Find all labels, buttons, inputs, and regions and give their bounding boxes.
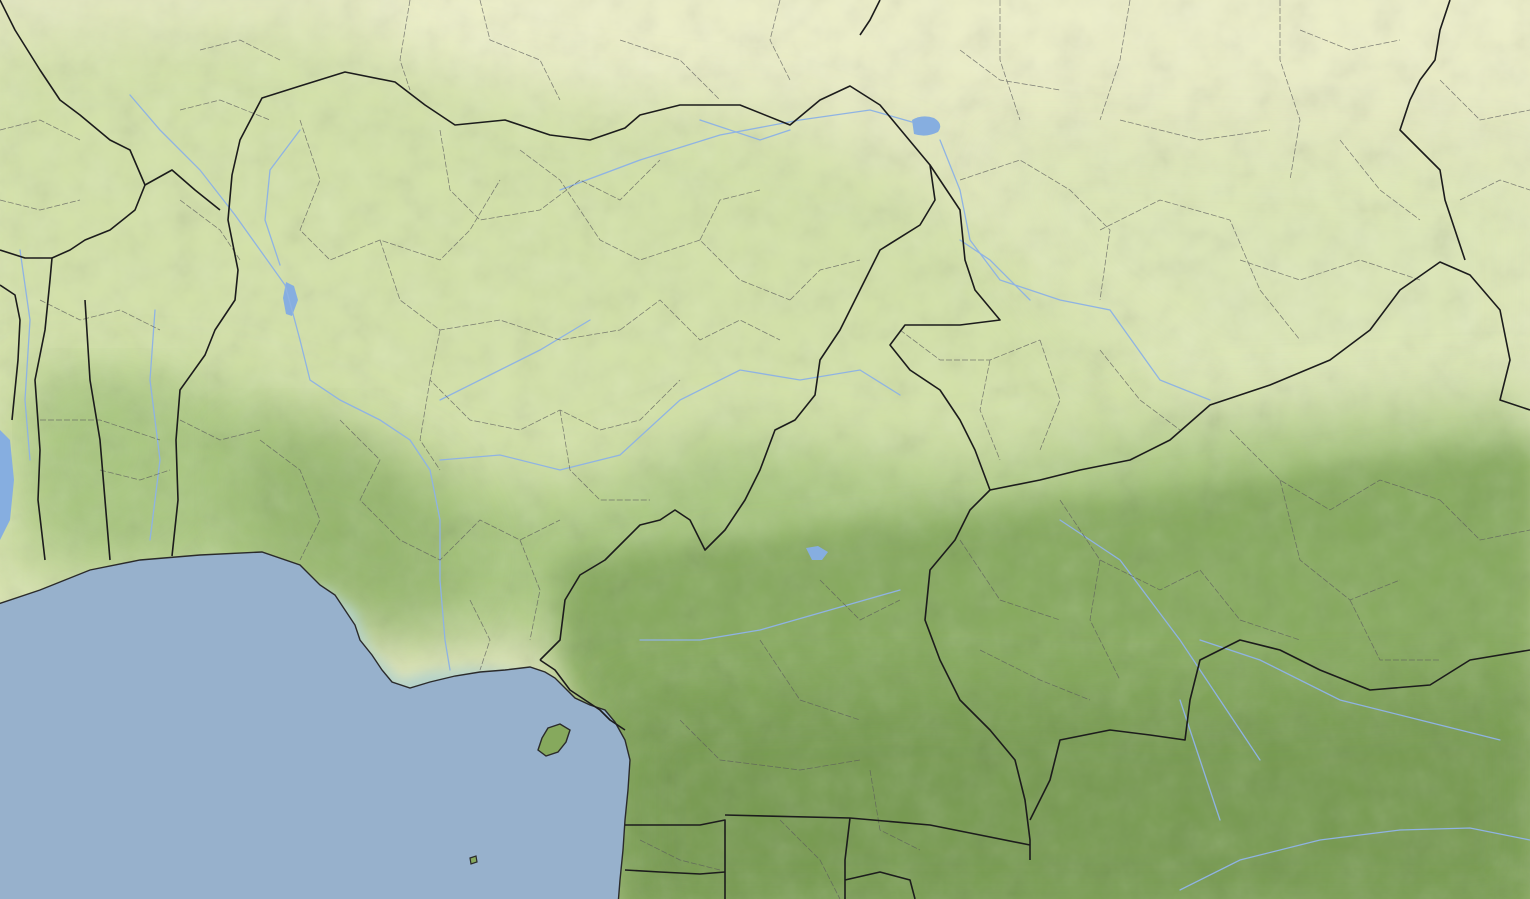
admin-border-41	[759, 639, 861, 721]
river-north-1	[699, 119, 791, 141]
admin-border-21	[1119, 119, 1271, 141]
admin-border-43	[869, 769, 921, 851]
chad-car-border	[989, 261, 1530, 491]
admin-border-6	[619, 299, 781, 341]
admin-border-46	[39, 299, 161, 331]
lake-chad	[912, 116, 941, 136]
admin-border-35	[1089, 559, 1121, 681]
admin-border-47	[40, 419, 161, 441]
ouemé-river	[149, 309, 161, 541]
admin-border-56	[769, 0, 791, 81]
admin-border-5	[429, 329, 681, 431]
gabon-eq-guinea-border	[625, 814, 1031, 899]
admin-border-20	[1099, 199, 1301, 341]
admin-border-52	[199, 39, 281, 61]
ocean	[0, 551, 631, 899]
gulf-of-guinea	[0, 551, 631, 899]
chari-river	[939, 139, 1211, 401]
admin-border-29	[1439, 79, 1530, 121]
admin-border-25	[959, 49, 1061, 91]
congo-tributary	[1179, 827, 1530, 891]
admin-border-48	[0, 199, 81, 211]
admin-border-55	[619, 39, 721, 101]
admin-border-58	[179, 419, 261, 441]
togo-ghana-border	[0, 249, 52, 421]
admin-border-44	[779, 819, 841, 899]
east-river-2	[1199, 639, 1501, 741]
niger-south-border	[0, 0, 221, 211]
admin-border-42	[679, 719, 861, 771]
rivers	[19, 94, 1530, 891]
admin-border-11	[519, 539, 541, 641]
admin-border-34	[1059, 499, 1201, 591]
admin-border-22	[1279, 0, 1301, 181]
niger-river	[129, 94, 451, 671]
small-island	[469, 855, 478, 865]
admin-border-27	[1339, 139, 1421, 221]
admin-border-49	[0, 119, 81, 141]
admin-border-57	[99, 469, 171, 481]
cameroon-car-border	[924, 489, 1031, 860]
admin-border-23	[1099, 0, 1131, 121]
benin-togo-border	[84, 299, 111, 561]
admin-border-40	[819, 579, 901, 621]
admin-border-24	[999, 0, 1021, 121]
admin-border-28	[1459, 179, 1530, 201]
admin-border-2	[439, 129, 661, 221]
admin-border-4	[379, 239, 621, 341]
admin-border-45	[639, 839, 721, 871]
admin-border-31	[1229, 429, 1441, 511]
admin-border-38	[959, 539, 1061, 621]
admin-border-18	[1099, 349, 1181, 431]
lakes	[0, 116, 941, 560]
kaduna-river	[439, 319, 591, 401]
benin-nigeria-inner	[51, 184, 146, 259]
sanaga-river	[639, 589, 901, 641]
admin-border-16	[979, 359, 1001, 461]
chad-cameroon-border	[889, 164, 1001, 491]
eq-guinea-coast	[624, 869, 726, 875]
admin-border-15	[899, 329, 1041, 361]
nigeria-border	[171, 71, 936, 661]
volta-lake-edge	[0, 430, 14, 540]
sudan-border	[1399, 0, 1466, 261]
admin-border-14	[789, 259, 861, 301]
admin-border-8	[259, 439, 321, 561]
benin-border	[34, 257, 53, 561]
cameroon-nigeria-east	[539, 659, 626, 731]
admin-border-54	[479, 0, 561, 101]
east-river-1	[1059, 519, 1261, 761]
admin-border-13	[699, 189, 761, 241]
admin-border-3	[519, 149, 791, 301]
benue-river	[439, 369, 901, 471]
admin-border-26	[1299, 29, 1401, 51]
admin-border-12	[469, 599, 491, 671]
admin-border-7	[339, 419, 561, 561]
komadugu-river	[559, 109, 913, 191]
admin-border-10	[559, 409, 650, 501]
admin-border-53	[399, 0, 411, 91]
admin-border-39	[979, 649, 1091, 701]
lagdo-reservoir	[806, 546, 828, 560]
admin-border-1	[299, 119, 501, 261]
chad-niger-border	[859, 0, 881, 36]
sokoto-river	[264, 129, 301, 266]
admin-border-19	[959, 159, 1111, 301]
admin-border-36	[1199, 569, 1301, 641]
admin-border-9	[419, 379, 441, 471]
admin-border-33	[1439, 499, 1530, 541]
admin-border-37	[1349, 599, 1440, 661]
admin-border-17	[1039, 339, 1061, 451]
gabon-congo-border	[844, 817, 916, 899]
logone-river	[959, 239, 1031, 301]
admin-border-32	[1279, 479, 1401, 601]
west-river	[19, 249, 31, 461]
car-congo-border	[1029, 639, 1530, 821]
ubangi-river	[1179, 699, 1221, 821]
bioko-island	[537, 723, 571, 757]
